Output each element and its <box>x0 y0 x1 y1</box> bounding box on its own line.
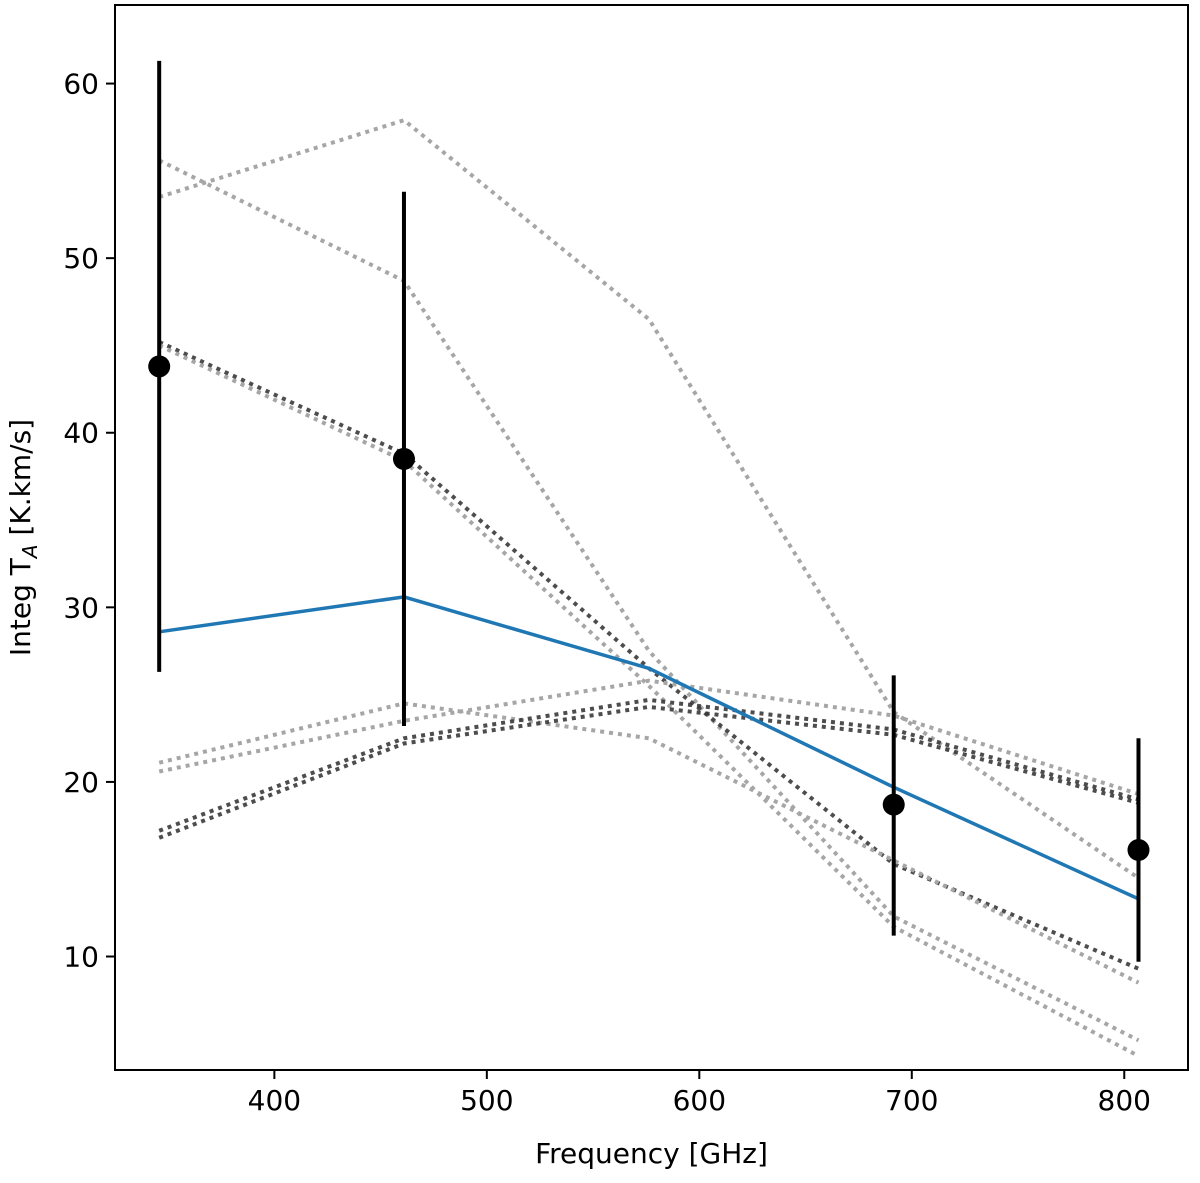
grid-model-lines <box>158 117 1140 1058</box>
grid-model-line-7 <box>158 697 1140 833</box>
grid-model-line-1 <box>158 117 1140 880</box>
x-axis-label: Frequency [GHz] <box>535 1137 768 1170</box>
plot-frame <box>114 4 1189 1071</box>
observed-point-1 <box>148 355 171 378</box>
grid-model-line-6 <box>158 678 1140 797</box>
grid-model-line-5 <box>158 701 1140 985</box>
y-tick-label-10: 10 <box>63 941 99 974</box>
y-axis-label-main: Integ T <box>4 557 37 656</box>
y-axis-label: Integ TA [K.km/s] <box>4 419 42 656</box>
y-tick-label-30: 30 <box>63 591 99 624</box>
observed-point-4 <box>1127 839 1150 862</box>
x-tick-label-600: 600 <box>673 1084 726 1117</box>
grid-model-line-2 <box>158 158 1140 1043</box>
observed-point-3 <box>882 793 905 816</box>
y-tick-label-40: 40 <box>63 417 99 450</box>
best-model-line <box>158 595 1140 901</box>
x-tick-label-800: 800 <box>1098 1084 1151 1117</box>
grid-model-line-3 <box>158 340 1140 971</box>
observed-point-2 <box>392 447 415 470</box>
y-axis-ticks: 10 20 30 40 50 60 <box>63 68 115 974</box>
grid-model-line-8 <box>158 704 1140 840</box>
x-tick-label-500: 500 <box>460 1084 513 1117</box>
x-tick-label-400: 400 <box>248 1084 301 1117</box>
y-tick-label-50: 50 <box>63 242 99 275</box>
best-model-series <box>158 595 1140 901</box>
y-axis-label-suffix: [K.km/s] <box>4 419 37 545</box>
y-tick-label-20: 20 <box>63 766 99 799</box>
y-tick-label-60: 60 <box>63 68 99 101</box>
grid-model-line-4 <box>158 343 1140 1058</box>
x-tick-label-700: 700 <box>885 1084 938 1117</box>
observed-series <box>148 60 1150 962</box>
y-axis-label-subscript: A <box>18 544 42 560</box>
x-axis-ticks: 400 500 600 700 800 <box>248 1070 1151 1117</box>
